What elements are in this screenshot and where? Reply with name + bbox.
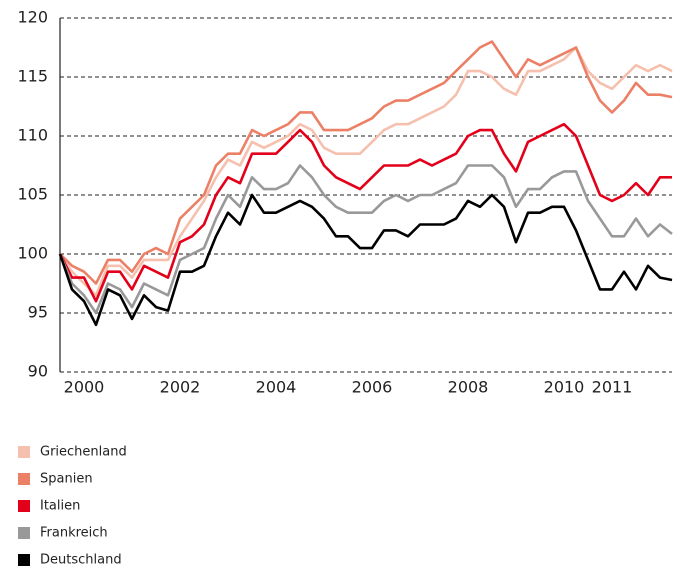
y-tick-label: 100 (17, 244, 48, 263)
legend-label: Griechenland (40, 445, 127, 460)
x-tick-label: 2004 (256, 378, 297, 397)
x-tick-label: 2011 (592, 378, 633, 397)
line-series (58, 46, 673, 297)
line-series (59, 40, 673, 285)
legend-label: Spanien (40, 472, 93, 487)
line-series (58, 122, 672, 303)
y-tick-label: 95 (28, 303, 48, 322)
legend-swatch (18, 473, 30, 485)
legend-swatch (18, 527, 30, 539)
x-tick-label: 2008 (448, 378, 489, 397)
legend-swatch (18, 554, 30, 566)
legend-swatch (18, 500, 30, 512)
line-series (58, 164, 673, 315)
y-tick-label: 105 (17, 185, 48, 204)
x-tick-label: 2010 (544, 378, 585, 397)
x-tick-label: 2006 (352, 378, 393, 397)
y-tick-label: 90 (28, 362, 48, 381)
y-tick-label: 115 (17, 67, 48, 86)
line-series (58, 193, 673, 327)
legend-label: Italien (40, 499, 80, 514)
y-tick-label: 120 (17, 8, 48, 27)
x-tick-label: 2000 (64, 378, 105, 397)
legend-swatch (18, 446, 30, 458)
y-tick-label: 110 (17, 126, 48, 145)
legend-label: Frankreich (40, 526, 108, 541)
x-tick-label: 2002 (160, 378, 201, 397)
legend-label: Deutschland (40, 553, 122, 568)
